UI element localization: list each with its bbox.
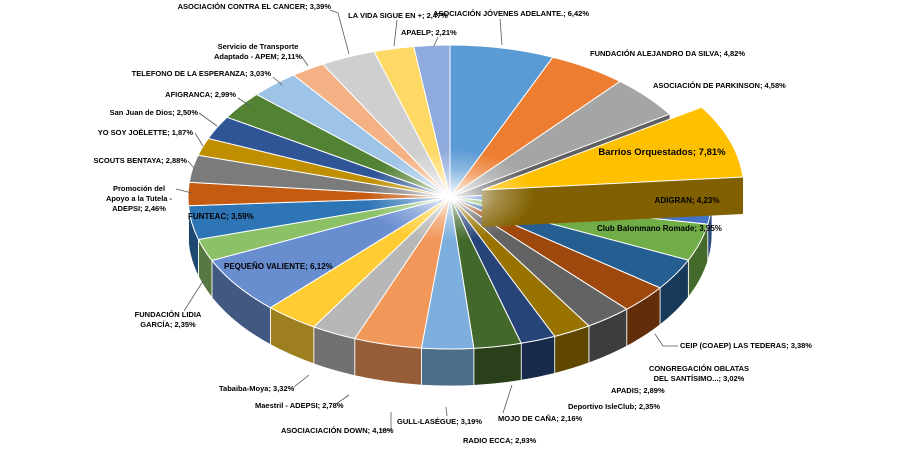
pie-label-adigran: ADIGRAN; 4,23% <box>654 196 720 205</box>
pie-label-barrios-orquestados: Barrios Orquestados; 7,81% <box>598 147 726 158</box>
pie-label-telefono-esperanza: TELEFONO DE LA ESPERANZA; 3,03% <box>131 69 271 78</box>
pie-label-club-balonmano: Club Balonmano Romade; 3,95% <box>597 224 722 233</box>
pie-label-apaelp: APAELP; 2,21% <box>401 28 457 37</box>
pie-label-tabaiba-moya: Tabaiba-Moya; 3,32% <box>219 384 295 393</box>
pie-label-radio-ecca: RADIO ECCA; 2,93% <box>463 436 537 445</box>
pie-label-yo-soy-joelette: YO SOY JOËLETTE; 1,87% <box>97 128 193 137</box>
pie-label-apadis: APADIS; 2,89% <box>611 386 665 395</box>
pie-label-contra-el-cancer: ASOCIACIÓN CONTRA EL CANCER; 3,39% <box>177 2 331 11</box>
pie-label-gull-lasegue: GULL-LASÉGUE; 3,19% <box>397 417 483 426</box>
pie-label-afigranca: AFIGRANCA; 2,99% <box>165 90 236 99</box>
pie-label-alejandro-da-silva: FUNDACIÓN ALEJANDRO DA SILVA; 4,82% <box>590 49 746 58</box>
pie-label-mojo-de-cana: MOJO DE CAÑA; 2,16% <box>498 414 583 423</box>
pie-label-parkinson: ASOCIACIÓN DE PARKINSON; 4,58% <box>653 81 786 90</box>
pie-label-san-juan-de-dios: San Juan de Dios; 2,50% <box>109 108 198 117</box>
pie-label-scouts-bentaya: SCOUTS BENTAYA; 2,88% <box>93 156 187 165</box>
pie-label-deportivo-isleclub: Deportivo IsleClub; 2,35% <box>568 402 661 411</box>
pie-label-promocion-tutela-adepsi: Promoción del Apoyo a la Tutela - ADEPSI… <box>105 184 173 214</box>
pie-label-maestril-adepsi: Maestril - ADEPSI; 2,78% <box>255 401 344 410</box>
pie-label-ceip-las-tederas: CEIP (COAEP) LAS TEDERAS; 3,38% <box>680 341 812 350</box>
pie-label-la-vida-sigue: LA VIDA SIGUE EN +; 2,47% <box>348 11 448 20</box>
pie-label-funteac: FUNTEAC; 3,59% <box>188 212 254 221</box>
pie-label-jovenes-adelante: ASOCIACIÓN JÓVENES ADELANTE.; 6,42% <box>433 9 590 18</box>
pie-label-asociacion-down: ASOCIACIACIÓN DOWN; 4,18% <box>281 426 394 435</box>
pie-label-fundacion-lidia-garcia: FUNDACIÓN LIDIA GARCÍA; 2,35% <box>134 310 202 330</box>
pie-label-transporte-apem: Servicio de Transporte Adaptado - APEM; … <box>213 42 303 62</box>
pie-label-congregacion-oblatas: CONGREGACIÓN OBLATAS DEL SANTÍSIMO...; 3… <box>648 364 750 384</box>
pie-label-pequeno-valiente: PEQUEÑO VALIENTE; 6,12% <box>224 262 333 271</box>
